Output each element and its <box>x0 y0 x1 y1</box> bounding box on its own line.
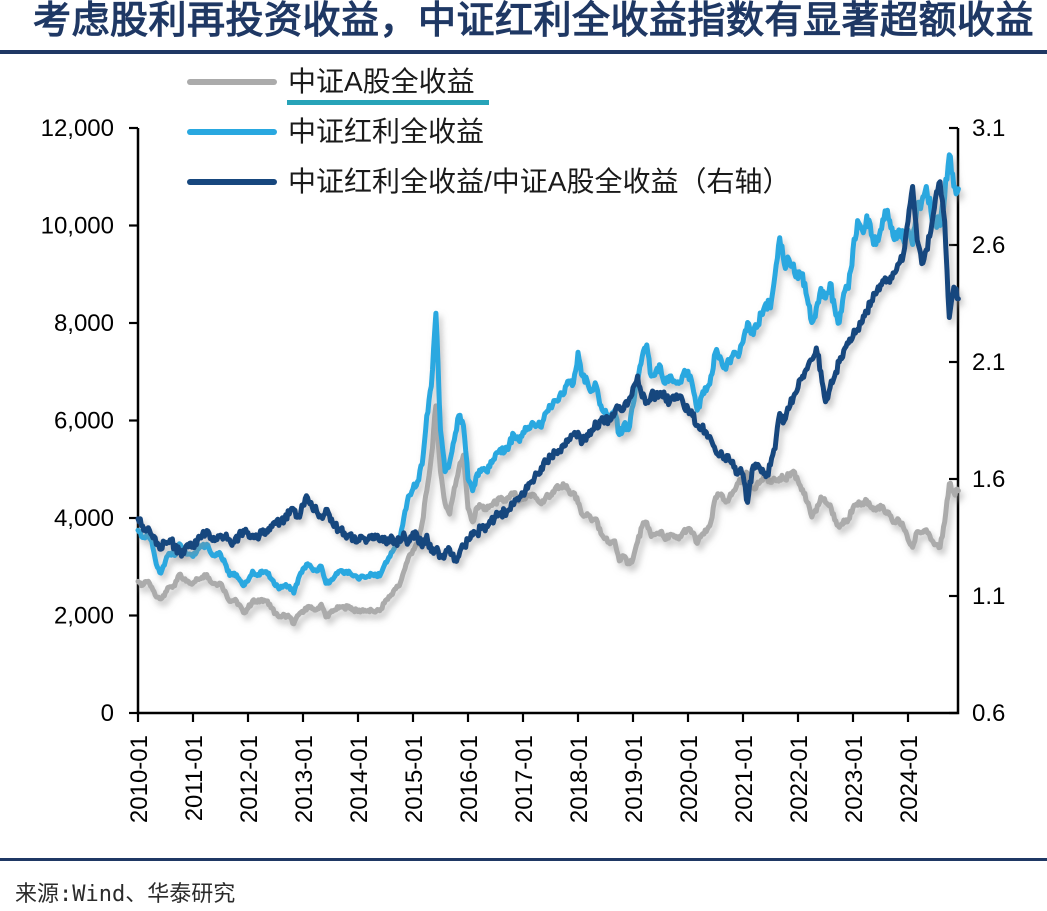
x-axis-label: 2013-01 <box>291 735 318 823</box>
legend-label: 中证红利全收益 <box>288 116 485 147</box>
y-axis-label-left: 0 <box>101 700 114 727</box>
y-axis-label-left: 6,000 <box>54 408 114 435</box>
legend-label: 中证红利全收益/中证A股全收益（右轴） <box>288 166 791 197</box>
y-axis-label-right: 1.6 <box>972 466 1005 493</box>
y-axis-label-right: 1.1 <box>972 583 1005 610</box>
source-note: 来源:Wind、华泰研究 <box>15 882 236 907</box>
x-axis-label: 2010-01 <box>126 735 153 823</box>
legend-swatch-lightblue-line-icon <box>187 129 277 135</box>
title-divider <box>0 50 1047 54</box>
legend-swatch-navy-line-icon <box>187 179 277 185</box>
y-axis-label-right: 2.1 <box>972 349 1005 376</box>
x-axis-label: 2016-01 <box>456 735 483 823</box>
x-axis-label: 2014-01 <box>346 735 373 823</box>
x-axis-label: 2021-01 <box>731 735 758 823</box>
x-axis-label: 2019-01 <box>621 735 648 823</box>
y-axis-label-left: 2,000 <box>54 603 114 630</box>
y-axis-label-right: 3.1 <box>972 115 1005 142</box>
series-line-dividend-to-a-share-ratio <box>135 179 961 564</box>
x-axis-label: 2022-01 <box>786 735 813 823</box>
legend-underline-accent <box>287 100 489 105</box>
y-axis-label-left: 8,000 <box>54 310 114 337</box>
legend-label: 中证A股全收益 <box>288 66 475 97</box>
y-axis-label-left: 4,000 <box>54 505 114 532</box>
y-axis-label-left: 12,000 <box>41 115 114 142</box>
legend-swatch-gray-line-icon <box>187 79 277 85</box>
footer-divider <box>0 858 1047 861</box>
x-axis-label: 2020-01 <box>676 735 703 823</box>
x-axis-label: 2015-01 <box>401 735 428 823</box>
x-axis-label: 2023-01 <box>841 735 868 823</box>
series-line-csi-dividend-total-return <box>135 152 961 596</box>
x-axis-label: 2017-01 <box>511 735 538 823</box>
y-axis-label-right: 2.6 <box>972 232 1005 259</box>
x-axis-label: 2012-01 <box>236 735 263 823</box>
x-axis-label: 2011-01 <box>181 735 208 821</box>
plot-axes <box>136 128 960 715</box>
x-axis-label: 2018-01 <box>566 735 593 823</box>
y-axis-label-left: 10,000 <box>41 213 114 240</box>
x-axis-label: 2024-01 <box>896 735 923 823</box>
y-axis-label-right: 0.6 <box>972 700 1005 727</box>
series-line-csi-a-share-total-return <box>135 403 961 627</box>
chart-title: 考虑股利再投资收益，中证红利全收益指数有显著超额收益 <box>33 0 1035 42</box>
